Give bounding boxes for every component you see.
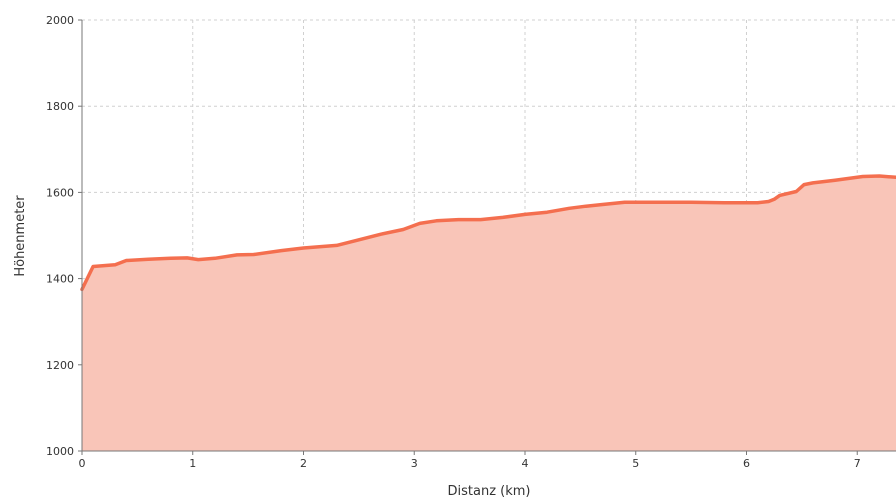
- x-axis-title: Distanz (km): [448, 484, 531, 499]
- x-axis-ticks: 0 1 2 3 4 5 6 7: [79, 451, 861, 470]
- x-tick-label: 0: [79, 457, 86, 470]
- elevation-area: [82, 176, 896, 451]
- x-tick-label: 4: [521, 457, 528, 470]
- y-tick-label: 1600: [46, 186, 74, 199]
- y-tick-label: 1800: [46, 100, 74, 113]
- y-axis-ticks: 1000 1200 1400 1600 1800 2000: [46, 14, 82, 458]
- x-tick-label: 2: [300, 457, 307, 470]
- y-axis-title: Höhenmeter: [13, 195, 28, 277]
- y-tick-label: 1400: [46, 273, 74, 286]
- x-tick-label: 1: [189, 457, 196, 470]
- x-tick-label: 5: [632, 457, 639, 470]
- y-tick-label: 1200: [46, 359, 74, 372]
- y-tick-label: 1000: [46, 445, 74, 458]
- elevation-line: [80, 174, 896, 292]
- x-tick-label: 3: [411, 457, 418, 470]
- y-tick-label: 2000: [46, 14, 74, 27]
- x-tick-label: 7: [854, 457, 861, 470]
- x-tick-label: 6: [743, 457, 750, 470]
